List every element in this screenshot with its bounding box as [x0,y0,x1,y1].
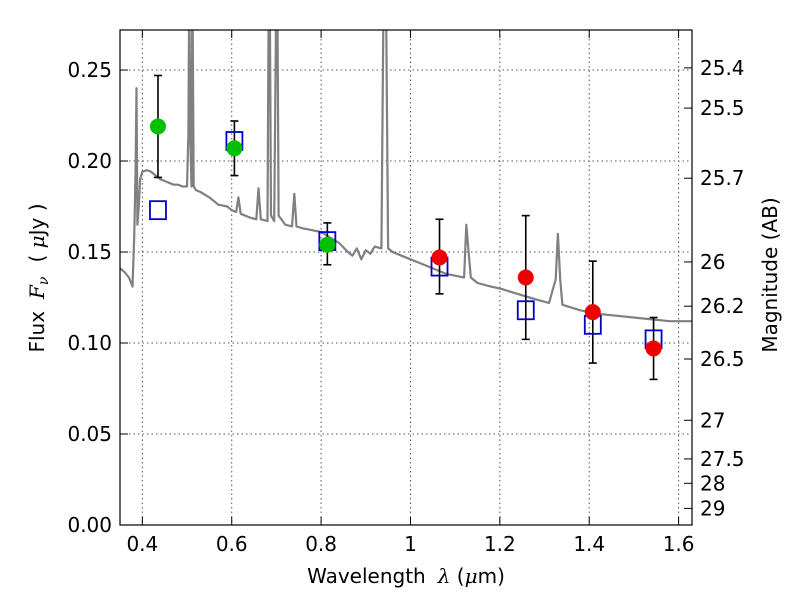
x-tick-label: 1.6 [663,532,695,556]
y2-axis-label: Magnitude (AB) [758,197,782,352]
y2-tick-label: 27.5 [700,447,745,471]
grid-lines [120,30,692,526]
observed-point-red [431,249,448,266]
y-tick-label: 0.25 [67,58,112,82]
y2-tick-label: 28 [700,471,725,495]
y2-tick-label: 27 [700,408,725,432]
y2-tick-label: 26.5 [700,347,745,371]
observed-point-green [149,118,166,135]
axis-ticks-layer: 0.4 0.6 0.8 1 1.2 1.4 1.6 0.00 0.05 0.10 0.15 0.20 0… [67,30,745,556]
observed-point-red [645,340,662,357]
x-tick-label: 1.4 [573,532,605,556]
y2-tick-label: 25.4 [700,56,745,80]
x-tick-label: 0.6 [216,532,248,556]
x-tick-label: 0.4 [126,532,158,556]
x-tick-label: 0.8 [305,532,337,556]
y2-tick-label: 26 [700,250,725,274]
y-tick-label: 0.20 [67,149,112,173]
y2-tick-label: 26.2 [700,294,745,318]
y-tick-label: 0.15 [67,240,112,264]
y2-tick-label: 25.5 [700,96,745,120]
data-points-layer [149,74,663,381]
model-square-point [516,300,535,321]
y-tick-label: 0.05 [67,422,112,446]
y2-tick-label: 25.7 [700,166,745,190]
y-tick-label: 0.00 [67,513,112,537]
y-axis-label: FluxFν( μJy ) [25,203,52,352]
x-tick-label: 1 [404,532,417,556]
x-tick-label: 1.2 [484,532,516,556]
plot-area-frame [119,29,693,526]
observed-point-green [226,140,243,157]
model-square-point [149,200,167,221]
template-spectrum-line [120,30,692,323]
y-tick-label: 0.10 [67,331,112,355]
template-spectrum-layer [120,30,692,323]
observed-point-green [319,236,336,253]
observed-point-red [517,269,534,286]
observed-point-red [584,304,601,321]
x-axis-label: Wavelength λ (μm) [307,564,505,588]
y2-tick-label: 29 [700,496,725,520]
